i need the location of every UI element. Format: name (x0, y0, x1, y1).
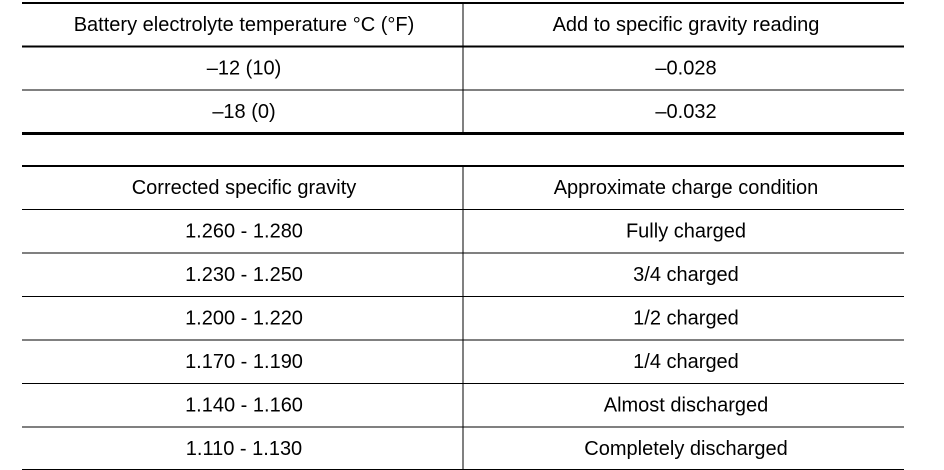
table-cell: 1.260 - 1.280 (185, 221, 303, 243)
table-cell: 3/4 charged (633, 264, 739, 286)
table-cell: 1.170 - 1.190 (185, 351, 303, 373)
table-cell: 1/4 charged (633, 351, 739, 373)
header-cell: Battery electrolyte temperature °C (°F) (74, 14, 415, 36)
table-cell: –0.032 (655, 101, 716, 123)
table-cell: –18 (0) (212, 101, 275, 123)
table-cell: 1.200 - 1.220 (185, 308, 303, 330)
table-cell: 1.110 - 1.130 (186, 438, 302, 460)
table-cell: Fully charged (626, 221, 746, 243)
table-cell: 1/2 charged (633, 308, 739, 330)
table-cell: –0.028 (655, 58, 716, 80)
table-cell: 1.230 - 1.250 (185, 264, 303, 286)
table-cell: Completely discharged (584, 438, 787, 460)
header-cell: Corrected specific gravity (132, 177, 357, 199)
table-cell: –12 (10) (207, 58, 282, 80)
header-cell: Approximate charge condition (554, 177, 819, 199)
table-cell: 1.140 - 1.160 (185, 395, 303, 417)
table-cell: Almost discharged (604, 395, 769, 417)
header-cell: Add to specific gravity reading (553, 14, 820, 36)
